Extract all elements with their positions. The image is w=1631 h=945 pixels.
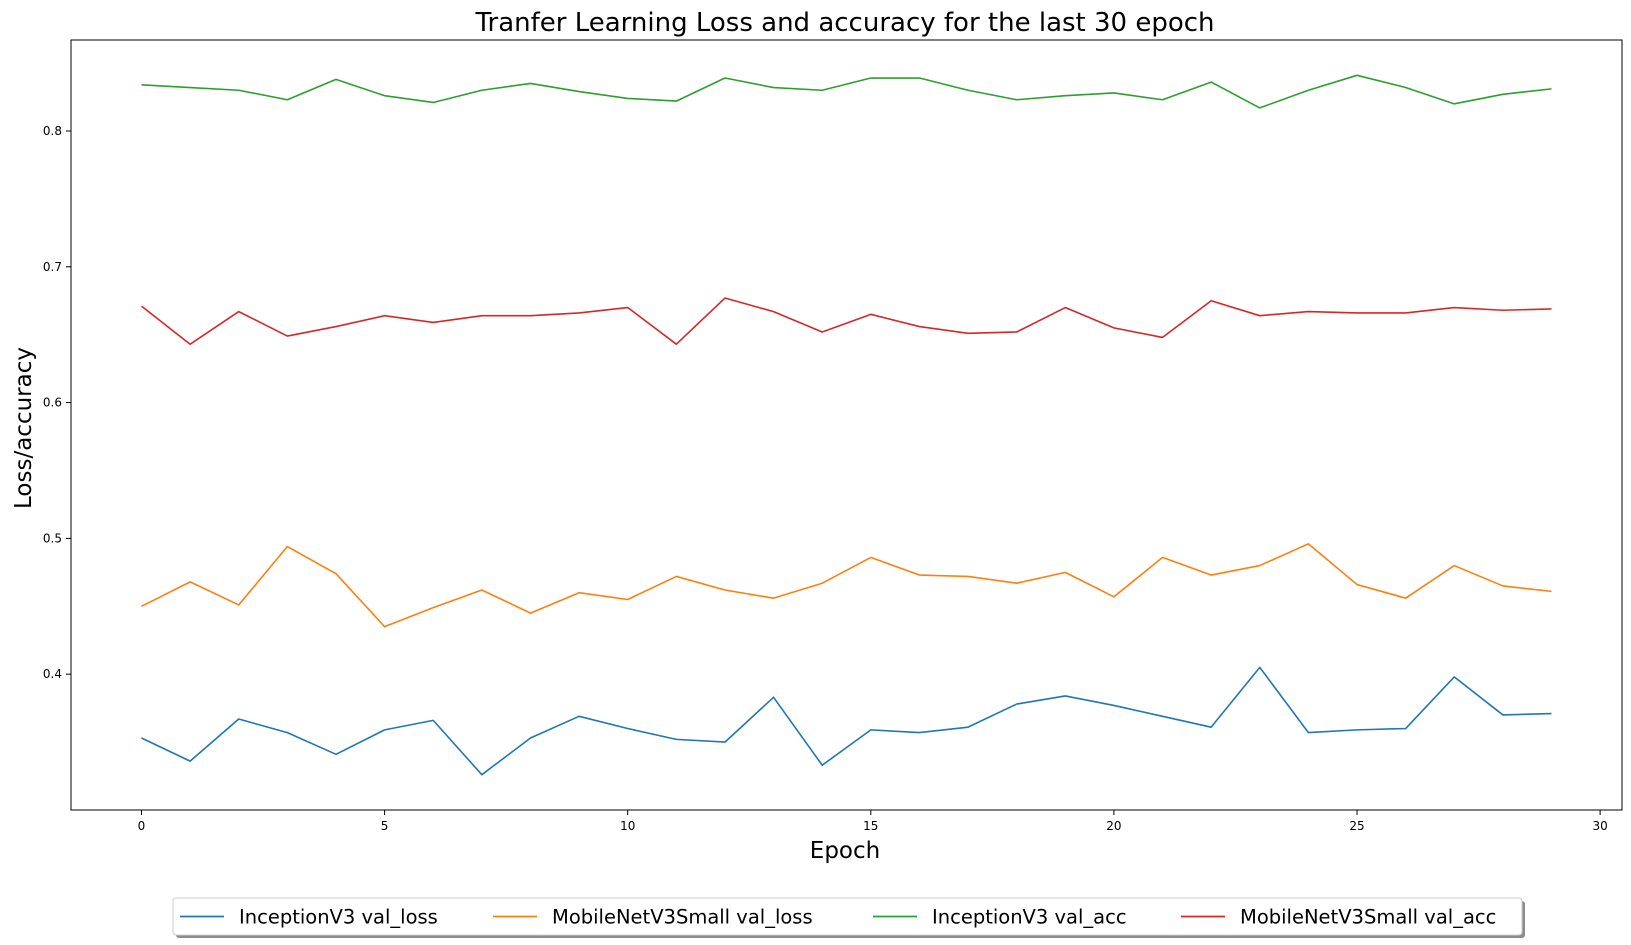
x-axis-label: Epoch — [810, 838, 880, 864]
plot-frame — [70, 39, 1623, 811]
x-tick-label: 10 — [620, 819, 635, 833]
x-axis: 0 5 10 15 20 25 30 — [138, 810, 1608, 833]
y-axis-label: Loss/accuracy — [11, 347, 37, 509]
chart-title: Tranfer Learning Loss and accuracy for t… — [474, 8, 1214, 38]
x-tick-label: 5 — [381, 819, 389, 833]
x-tick-label: 25 — [1349, 819, 1364, 833]
y-tick-label: 0.4 — [43, 667, 62, 681]
y-axis: 0.4 0.5 0.6 0.7 0.8 — [43, 124, 71, 681]
legend: InceptionV3 val_loss MobileNetV3Small val… — [172, 897, 1525, 938]
legend-label-0: InceptionV3 val_loss — [239, 906, 438, 929]
y-tick-label: 0.8 — [43, 124, 62, 138]
legend-label-1: MobileNetV3Small val_loss — [552, 906, 813, 929]
x-tick-label: 20 — [1106, 819, 1121, 833]
plot-area — [70, 39, 1623, 811]
y-tick-label: 0.6 — [43, 396, 62, 410]
series-line-2 — [141, 74, 1552, 109]
series-line-0 — [141, 666, 1552, 776]
series-line-1 — [141, 543, 1552, 628]
legend-label-2: InceptionV3 val_acc — [932, 906, 1127, 929]
x-tick-label: 15 — [863, 819, 878, 833]
y-tick-label: 0.5 — [43, 531, 62, 545]
y-tick-label: 0.7 — [43, 260, 62, 274]
legend-box — [172, 897, 1523, 936]
x-tick-label: 30 — [1592, 819, 1607, 833]
legend-label-3: MobileNetV3Small val_acc — [1240, 906, 1496, 929]
series-line-3 — [141, 297, 1552, 346]
x-tick-label: 0 — [138, 819, 146, 833]
